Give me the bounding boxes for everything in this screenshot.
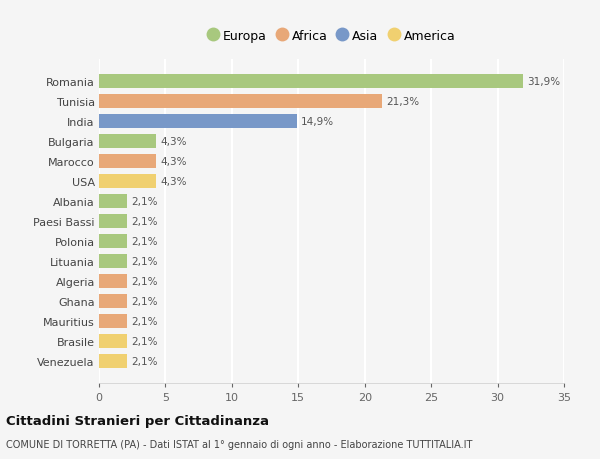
Bar — [99, 134, 156, 149]
Text: 2,1%: 2,1% — [131, 356, 157, 366]
Text: 2,1%: 2,1% — [131, 217, 157, 226]
Legend: Europa, Africa, Asia, America: Europa, Africa, Asia, America — [208, 30, 455, 43]
Text: 14,9%: 14,9% — [301, 117, 334, 127]
Bar — [99, 234, 127, 249]
Text: 2,1%: 2,1% — [131, 236, 157, 246]
Text: 2,1%: 2,1% — [131, 316, 157, 326]
Text: 2,1%: 2,1% — [131, 336, 157, 347]
Text: 31,9%: 31,9% — [527, 77, 560, 87]
Text: 2,1%: 2,1% — [131, 196, 157, 207]
Bar — [99, 74, 523, 89]
Text: Cittadini Stranieri per Cittadinanza: Cittadini Stranieri per Cittadinanza — [6, 414, 269, 428]
Bar — [99, 334, 127, 348]
Bar — [99, 294, 127, 308]
Text: 2,1%: 2,1% — [131, 297, 157, 307]
Text: COMUNE DI TORRETTA (PA) - Dati ISTAT al 1° gennaio di ogni anno - Elaborazione T: COMUNE DI TORRETTA (PA) - Dati ISTAT al … — [6, 440, 472, 449]
Text: 21,3%: 21,3% — [386, 96, 419, 106]
Bar — [99, 354, 127, 369]
Text: 4,3%: 4,3% — [160, 157, 187, 167]
Text: 2,1%: 2,1% — [131, 276, 157, 286]
Text: 4,3%: 4,3% — [160, 136, 187, 146]
Bar — [99, 254, 127, 269]
Bar — [99, 154, 156, 169]
Bar — [99, 194, 127, 209]
Bar — [99, 214, 127, 229]
Bar — [99, 174, 156, 189]
Text: 4,3%: 4,3% — [160, 177, 187, 186]
Bar — [99, 95, 382, 109]
Text: 2,1%: 2,1% — [131, 257, 157, 266]
Bar — [99, 314, 127, 329]
Bar — [99, 114, 297, 129]
Bar — [99, 274, 127, 289]
